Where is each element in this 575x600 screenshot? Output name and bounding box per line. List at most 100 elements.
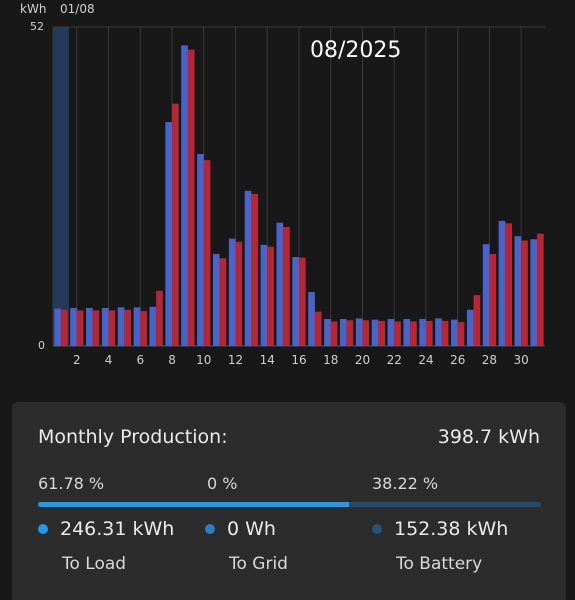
x-tick-label: 26	[450, 353, 465, 367]
bar	[244, 190, 252, 346]
bar	[394, 321, 401, 346]
x-tick-label: 2	[73, 353, 81, 367]
bar	[92, 310, 100, 346]
battery-dot-icon	[372, 524, 382, 534]
load-dot-icon	[38, 524, 48, 534]
bar	[292, 257, 299, 346]
bar	[482, 244, 490, 346]
battery-percentage: 38.22 %	[372, 474, 439, 493]
x-tick-label: 22	[387, 353, 402, 367]
bar	[156, 290, 163, 346]
bar	[260, 244, 268, 346]
y-tick-max: 52	[30, 20, 44, 33]
load-legend: 246.31 kWh	[38, 518, 174, 540]
bar	[235, 241, 243, 346]
bar	[378, 320, 386, 346]
bar	[86, 307, 93, 346]
bar	[330, 321, 338, 346]
bar	[187, 49, 195, 346]
x-tick-label: 14	[260, 353, 275, 367]
bar	[165, 122, 173, 346]
load-progress-fill	[38, 502, 349, 507]
bar	[140, 311, 147, 346]
grid-percentage: 0 %	[207, 474, 238, 493]
bar	[451, 319, 458, 346]
x-tick-label: 16	[291, 353, 306, 367]
x-tick-label: 30	[514, 353, 529, 367]
bar	[219, 258, 227, 346]
bar	[505, 223, 512, 346]
x-tick-label: 24	[418, 353, 433, 367]
grid-label: To Grid	[229, 554, 288, 574]
bar	[181, 45, 188, 347]
bar	[133, 307, 141, 346]
selected-day-highlight	[53, 27, 69, 346]
bar	[314, 311, 322, 346]
period-label[interactable]: 08/2025	[310, 38, 402, 63]
bar	[521, 240, 528, 346]
bar	[76, 310, 84, 346]
bar	[283, 226, 290, 346]
bar	[228, 238, 236, 346]
x-tick-label: 8	[168, 353, 176, 367]
bar	[339, 319, 347, 346]
grid-value: 0 Wh	[227, 518, 276, 540]
x-tick-label: 18	[323, 353, 338, 367]
bar	[251, 193, 259, 346]
bar	[419, 319, 426, 346]
bar	[425, 320, 433, 346]
load-percentage: 61.78 %	[38, 474, 105, 493]
x-tick-label: 20	[355, 353, 370, 367]
bar	[473, 295, 481, 346]
bar	[371, 319, 379, 346]
bar	[101, 307, 109, 346]
bar	[346, 320, 354, 346]
x-tick-label: 28	[482, 353, 497, 367]
bar	[498, 220, 506, 346]
daily-production-chart[interactable]: kWh 01/08 52 0 2 4 6 8 10 12 14 16 18 20 22 24 26 28 3…	[0, 0, 575, 395]
bar	[435, 318, 442, 346]
bar	[457, 322, 465, 346]
bar	[355, 318, 363, 346]
bar	[276, 222, 284, 346]
bar	[124, 309, 132, 346]
x-tick-label: 6	[136, 353, 144, 367]
bar	[149, 306, 157, 346]
bar	[70, 307, 77, 346]
y-tick-min: 0	[38, 339, 45, 352]
bar	[267, 246, 274, 346]
bar	[530, 239, 538, 346]
bar	[537, 233, 544, 346]
bar	[466, 309, 474, 346]
bar-chart-canvas[interactable]: 2 4 6 8 10 12 14 16 18 20 22 24 26 28 30	[0, 0, 575, 395]
battery-label: To Battery	[396, 554, 483, 574]
bar	[410, 321, 417, 346]
bar	[117, 307, 125, 346]
bar	[514, 236, 522, 346]
bar	[308, 292, 315, 346]
bar	[403, 319, 411, 346]
monthly-production-title: Monthly Production:	[38, 426, 228, 448]
x-tick-label: 10	[196, 353, 211, 367]
battery-legend: 152.38 kWh	[372, 518, 508, 540]
bar	[299, 257, 306, 346]
x-tick-label: 12	[228, 353, 243, 367]
bar	[60, 309, 68, 346]
bar	[197, 153, 204, 346]
grid-dot-icon	[205, 524, 215, 534]
monthly-production-total: 398.7 kWh	[437, 426, 540, 448]
selected-date: 01/08	[60, 2, 95, 16]
bar	[108, 310, 116, 346]
x-tick-label: 4	[105, 353, 113, 367]
bar	[324, 319, 331, 346]
load-value: 246.31 kWh	[60, 518, 175, 540]
bar	[489, 253, 497, 346]
bar	[387, 319, 395, 346]
battery-value: 152.38 kWh	[394, 518, 509, 540]
load-label: To Load	[62, 554, 127, 574]
distribution-progress-bar	[38, 502, 541, 507]
bar	[172, 103, 179, 346]
monthly-production-card: Monthly Production: 398.7 kWh 61.78 % 0 …	[12, 402, 566, 600]
y-axis-unit: kWh	[20, 2, 47, 16]
grid-legend: 0 Wh	[205, 518, 276, 540]
